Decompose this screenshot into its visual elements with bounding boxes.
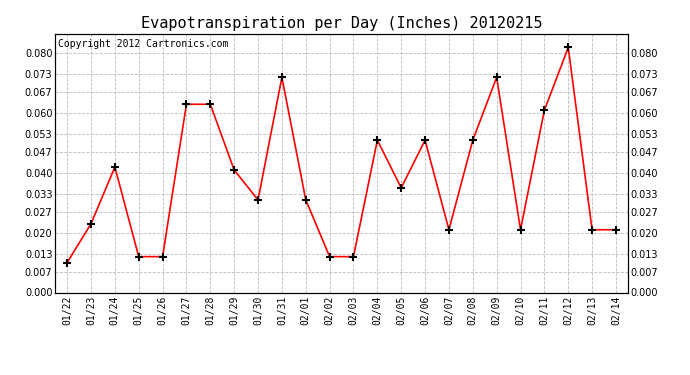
Title: Evapotranspiration per Day (Inches) 20120215: Evapotranspiration per Day (Inches) 2012… xyxy=(141,16,542,31)
Text: Copyright 2012 Cartronics.com: Copyright 2012 Cartronics.com xyxy=(58,39,228,49)
